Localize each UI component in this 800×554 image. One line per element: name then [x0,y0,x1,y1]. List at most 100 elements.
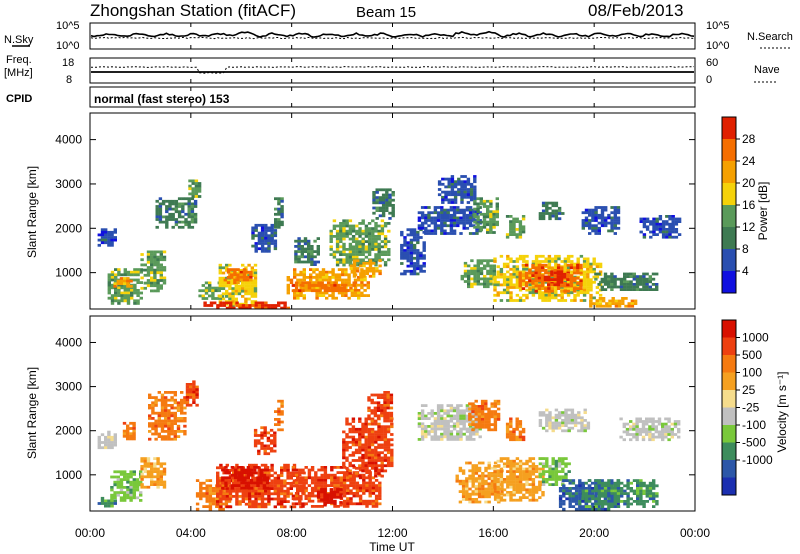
cell [502,283,507,287]
cell [237,289,242,293]
cell [162,250,167,254]
cell [361,435,365,439]
cell [383,446,388,449]
cell [325,291,329,295]
cell [330,289,334,293]
cell [256,481,260,485]
cell [237,484,241,487]
cell [550,270,554,274]
cell [116,483,120,487]
cell [472,425,476,428]
cell [386,398,390,402]
cell [250,266,254,270]
cell [159,253,163,256]
cell [122,421,127,425]
cell [473,195,477,199]
cell [594,208,598,212]
cell [146,475,151,479]
cell [336,488,340,491]
cell [378,259,382,263]
cell [473,175,477,178]
cell [316,237,320,240]
cell [556,263,561,267]
cell [525,267,529,271]
cell [316,260,320,264]
cell [346,468,350,472]
cell [613,213,617,217]
cell [648,275,652,278]
cell [412,249,417,252]
cell [113,470,117,474]
cell [289,474,293,477]
cell [467,269,471,273]
cell [487,415,491,419]
cell [165,205,169,208]
cell [390,451,394,455]
cell [246,270,250,274]
cell [244,492,249,496]
cell [374,261,378,264]
cell [456,206,460,209]
cell [227,476,231,480]
cell [480,412,485,416]
cell [584,221,589,225]
cell [452,224,457,228]
cell [164,409,168,412]
cell [484,425,488,429]
cell [280,402,284,406]
cell [100,238,105,242]
cell [441,177,445,181]
cell [156,284,160,288]
cell [304,494,308,498]
cell [136,294,140,297]
cell [123,291,127,295]
cell [541,214,546,218]
cell [377,451,381,455]
cell [107,286,111,290]
cell [496,280,500,284]
cell [378,269,382,273]
cell [146,250,151,254]
cell [301,289,305,293]
cell [360,268,364,271]
cell [119,473,124,476]
cell [253,468,257,472]
cell [116,478,120,481]
cell [221,476,225,480]
cell [161,199,166,203]
cell [361,253,365,256]
cell [341,281,345,284]
cell [452,216,457,220]
cell [486,280,490,283]
cell [361,469,365,473]
cell [107,289,111,292]
cell [262,473,267,477]
cell [642,225,647,229]
cell [360,283,364,287]
cell [380,411,384,415]
cell [367,459,372,462]
cell [537,279,542,283]
cell [355,232,359,236]
cell [566,291,571,295]
nave-tick-top: 60 [706,57,718,69]
cell [544,289,548,293]
cell [433,219,438,222]
cell [283,497,287,501]
cell [243,481,247,485]
cell [579,263,583,267]
cell [104,233,108,237]
cell [461,495,466,499]
cell [298,499,302,503]
cell [377,438,381,442]
cell [582,273,587,276]
cell [173,422,177,425]
cell [462,219,466,222]
cell [409,238,414,242]
cell [320,286,324,290]
cell [409,243,414,247]
cell [215,505,219,508]
cell [506,283,510,287]
cell [348,474,352,478]
